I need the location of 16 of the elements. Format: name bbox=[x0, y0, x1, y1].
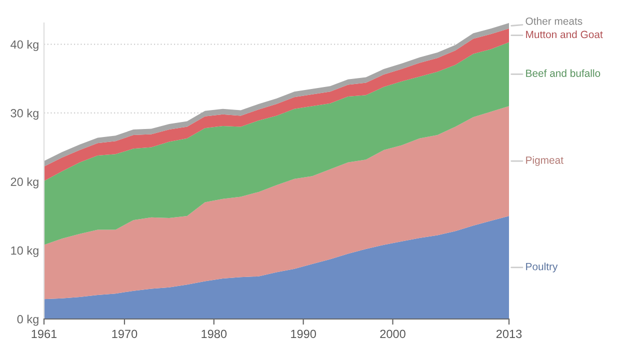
x-tick-label: 1970 bbox=[112, 330, 138, 338]
x-tick-label: 1990 bbox=[291, 330, 316, 338]
y-tick-label: 40 kg bbox=[10, 40, 38, 52]
y-tick-label: 10 kg bbox=[11, 246, 38, 258]
series-label: Beef and bufallo bbox=[526, 69, 600, 77]
series-label: Other meats bbox=[526, 17, 582, 25]
y-tick-label: 0 kg bbox=[17, 314, 38, 326]
series-label: Pigmeat bbox=[526, 156, 564, 166]
series-label: Poultry bbox=[526, 262, 558, 272]
y-tick-label: 20 kg bbox=[10, 177, 38, 188]
y-tick-label: 30 kg bbox=[10, 108, 38, 120]
x-tick-label: 2013 bbox=[496, 330, 522, 338]
x-tick-label: 1961 bbox=[32, 330, 57, 338]
x-tick-label: 1980 bbox=[202, 330, 227, 338]
series-label: Mutton and Goat bbox=[526, 30, 603, 38]
x-tick-label: 2000 bbox=[380, 330, 406, 338]
